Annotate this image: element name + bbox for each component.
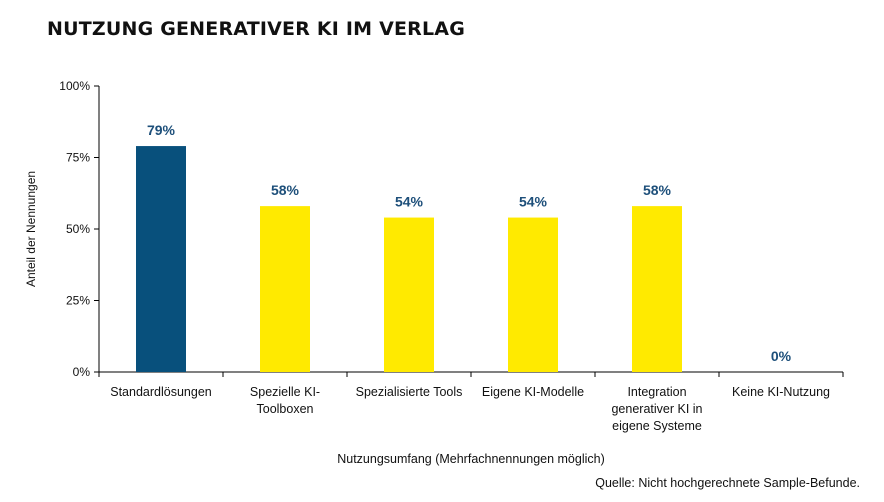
chart-axes: 0% 25% 50% 75% 100% Anteil der Nennungen Nutzu…	[24, 79, 844, 466]
data-label: 58%	[643, 182, 672, 198]
data-label: 58%	[271, 182, 300, 198]
x-tick-label: Integration generativer KI in eigene Syste…	[611, 385, 702, 433]
data-label: 54%	[519, 194, 548, 210]
bar	[632, 206, 682, 372]
y-tick-label: 100%	[59, 79, 90, 93]
data-label: 0%	[771, 348, 792, 364]
chart-labels: 79% Standardlösungen 58% Spezielle KI-Toolb…	[110, 122, 830, 433]
source-note: Quelle: Nicht hochgerechnete Sample-Befu…	[595, 476, 860, 490]
bar	[260, 206, 310, 372]
y-tick-label: 25%	[66, 294, 90, 308]
chart-bars	[136, 146, 682, 372]
y-tick-label: 0%	[73, 365, 91, 379]
x-axis-title: Nutzungsumfang (Mehrfachnennungen möglic…	[337, 452, 605, 466]
data-label: 79%	[147, 122, 176, 138]
x-tick-label: Eigene KI-Modelle	[482, 385, 584, 399]
bar	[384, 217, 434, 372]
y-axis-title: Anteil der Nennungen	[24, 171, 38, 287]
chart-title: NUTZUNG GENERATIVER KI IM VERLAG	[47, 18, 465, 40]
x-tick-label: Keine KI-Nutzung	[732, 385, 830, 399]
y-tick-label: 75%	[66, 151, 90, 165]
y-tick-label: 50%	[66, 222, 90, 236]
x-tick-label: Spezielle KI-Toolboxen	[250, 385, 320, 416]
x-tick-label: Spezialisierte Tools	[356, 385, 463, 399]
bar	[136, 146, 186, 372]
bar	[508, 217, 558, 372]
x-tick-label: Standardlösungen	[110, 385, 212, 399]
data-label: 54%	[395, 194, 424, 210]
